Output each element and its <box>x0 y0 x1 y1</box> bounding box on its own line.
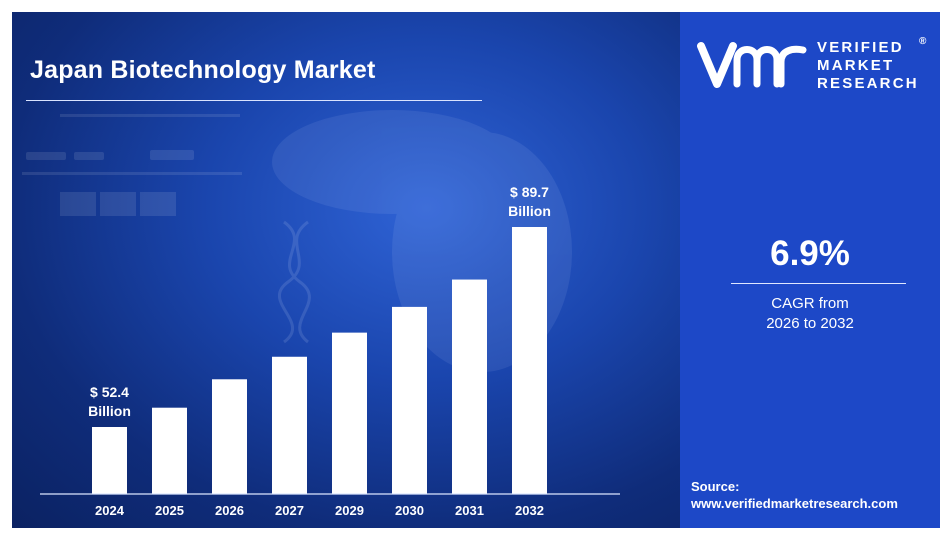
bar-2026 <box>212 379 247 494</box>
bar-2027 <box>272 356 307 494</box>
x-tick-label-2030: 2030 <box>395 503 424 518</box>
x-tick-label-2025: 2025 <box>155 503 184 518</box>
bar-2030 <box>392 306 427 494</box>
cagr-label-line1: CAGR from <box>771 295 849 312</box>
data-label-2032-line2: Billion <box>508 203 551 219</box>
cagr-label: CAGR from 2026 to 2032 <box>680 294 940 334</box>
chart-title: Japan Biotechnology Market <box>30 56 376 84</box>
brand-line-market: MARKET <box>817 57 895 74</box>
data-label-2032-line1: $ 89.7 <box>510 184 549 200</box>
data-labels: $ 52.4 Billion $ 89.7 Billion <box>88 184 551 419</box>
bar-2031 <box>452 279 487 494</box>
bar-2025 <box>152 407 187 494</box>
x-tick-label-2029: 2029 <box>335 503 364 518</box>
data-label-2024-line2: Billion <box>88 403 131 419</box>
brand-logo: VERIFIED ® MARKET RESEARCH <box>697 36 929 98</box>
info-panel <box>680 12 940 528</box>
source-url[interactable]: www.verifiedmarketresearch.com <box>691 496 898 511</box>
cagr-divider <box>731 283 906 284</box>
x-tick-label-2032: 2032 <box>515 503 544 518</box>
brand-line-verified: VERIFIED <box>817 39 904 56</box>
bar-2024 <box>92 427 127 494</box>
bar-2029 <box>332 332 367 494</box>
bar-2032 <box>512 227 547 494</box>
data-label-2024-line1: $ 52.4 <box>90 384 129 400</box>
x-tick-label-2027: 2027 <box>275 503 304 518</box>
source-label: Source: <box>691 479 740 494</box>
x-tick-label-2031: 2031 <box>455 503 484 518</box>
cagr-label-line2: 2026 to 2032 <box>766 315 854 332</box>
bars-layer <box>92 227 547 494</box>
x-tick-labels: 2024 2025 2026 2027 2029 2030 2031 2032 <box>95 503 544 518</box>
x-tick-label-2026: 2026 <box>215 503 244 518</box>
x-tick-label-2024: 2024 <box>95 503 125 518</box>
vmr-logo-icon <box>697 42 807 88</box>
title-underline <box>26 100 482 101</box>
cagr-value: 6.9% <box>770 234 850 273</box>
registered-mark: ® <box>919 36 927 47</box>
brand-line-research: RESEARCH <box>817 75 919 92</box>
